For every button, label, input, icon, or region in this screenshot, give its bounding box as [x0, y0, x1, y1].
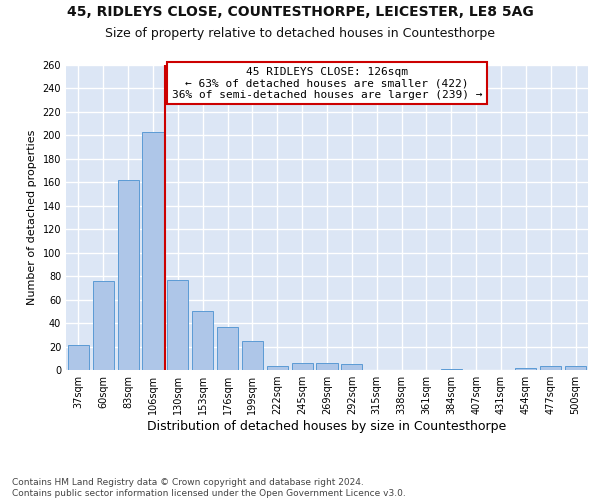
Text: 45, RIDLEYS CLOSE, COUNTESTHORPE, LEICESTER, LE8 5AG: 45, RIDLEYS CLOSE, COUNTESTHORPE, LEICES… — [67, 5, 533, 19]
Bar — [515, 368, 536, 370]
Bar — [68, 346, 89, 370]
Text: Contains HM Land Registry data © Crown copyright and database right 2024.
Contai: Contains HM Land Registry data © Crown c… — [12, 478, 406, 498]
Bar — [242, 340, 263, 370]
Bar — [292, 363, 313, 370]
Bar — [167, 280, 188, 370]
Bar — [341, 364, 362, 370]
Bar — [118, 180, 139, 370]
Bar — [565, 366, 586, 370]
Text: Size of property relative to detached houses in Countesthorpe: Size of property relative to detached ho… — [105, 28, 495, 40]
Bar — [316, 363, 338, 370]
Bar — [441, 369, 462, 370]
Bar — [93, 281, 114, 370]
Y-axis label: Number of detached properties: Number of detached properties — [27, 130, 37, 305]
Text: 45 RIDLEYS CLOSE: 126sqm
← 63% of detached houses are smaller (422)
36% of semi-: 45 RIDLEYS CLOSE: 126sqm ← 63% of detach… — [172, 66, 482, 100]
Bar — [540, 366, 561, 370]
X-axis label: Distribution of detached houses by size in Countesthorpe: Distribution of detached houses by size … — [148, 420, 506, 433]
Bar — [217, 326, 238, 370]
Bar — [142, 132, 164, 370]
Bar — [267, 366, 288, 370]
Bar — [192, 312, 213, 370]
